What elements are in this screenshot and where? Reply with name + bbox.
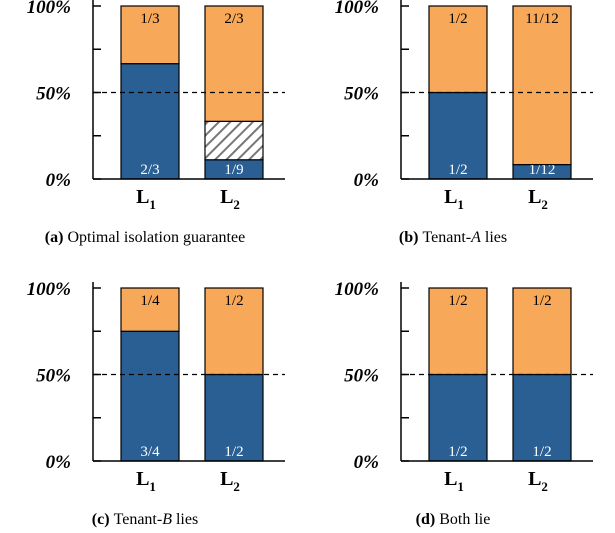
y-tick-label: 0% [354,170,379,191]
x-tick-label: L1 [444,186,464,212]
bar-2-segment-3 [204,5,264,122]
segment-label: 1/4 [140,293,160,309]
chart-panel-2: 1/2 1/2 1/12 11/12 0% 50% 100% L1 L2 [335,0,593,212]
segment-label: 1/2 [448,162,467,178]
bar-2-segment-2 [512,5,572,166]
segment-label: 1/2 [532,444,551,460]
x-tick-label: L1 [136,186,156,212]
bar-1-segment-2 [428,287,488,376]
chart-panel-4: 1/2 1/2 1/2 1/2 0% 50% 100% L1 L2 [335,279,593,494]
y-tick-label: 50% [344,84,379,105]
bar-1-segment-2 [120,5,180,65]
x-tick-label: L2 [528,468,548,494]
segment-label: 1/2 [448,444,467,460]
x-tick-label: L1 [136,468,156,494]
bar-1-segment-1 [120,63,180,180]
y-tick-label: 0% [46,170,71,191]
segment-label: 1/12 [529,162,556,178]
bar-2-segment-2 [204,120,264,161]
panel-caption: (a) Optimal isolation guarantee [45,229,245,246]
bar-1-segment-2 [428,5,488,94]
segment-label: 2/3 [224,11,243,27]
panel-caption: (b) Tenant-A lies [399,229,507,246]
x-tick-label: L1 [444,468,464,494]
y-tick-label: 50% [344,366,379,387]
bar-2-segment-2 [204,287,264,376]
chart-panel-1: 2/3 1/3 1/9 2/3 0% 50% 100% L1 L2 [27,0,285,212]
segment-label: 1/9 [224,162,243,178]
y-tick-label: 50% [36,366,71,387]
bar-1-segment-1 [120,330,180,462]
panel-caption: (c) Tenant-B lies [92,511,198,528]
segment-label: 1/2 [224,444,243,460]
y-tick-label: 0% [354,452,379,473]
y-tick-label: 0% [46,452,71,473]
chart-panel-3: 3/4 1/4 1/2 1/2 0% 50% 100% L1 L2 [27,279,285,494]
segment-label: 2/3 [140,162,159,178]
segment-label: 3/4 [140,444,160,460]
y-tick-label: 100% [27,0,71,18]
bar-2-segment-2 [512,287,572,376]
x-tick-label: L2 [220,186,240,212]
x-tick-label: L2 [528,186,548,212]
y-tick-label: 50% [36,84,71,105]
panel-caption: (d) Both lie [416,511,491,528]
segment-label: 1/2 [224,293,243,309]
segment-label: 1/2 [448,11,467,27]
segment-label: 1/2 [448,293,467,309]
y-tick-label: 100% [335,279,379,300]
segment-label: 11/12 [525,11,559,27]
bar-1-segment-1 [428,91,488,180]
y-tick-label: 100% [27,279,71,300]
segment-label: 1/2 [532,293,551,309]
segment-label: 1/3 [140,11,159,27]
y-tick-label: 100% [335,0,379,18]
bar-1-segment-2 [120,287,180,332]
x-tick-label: L2 [220,468,240,494]
